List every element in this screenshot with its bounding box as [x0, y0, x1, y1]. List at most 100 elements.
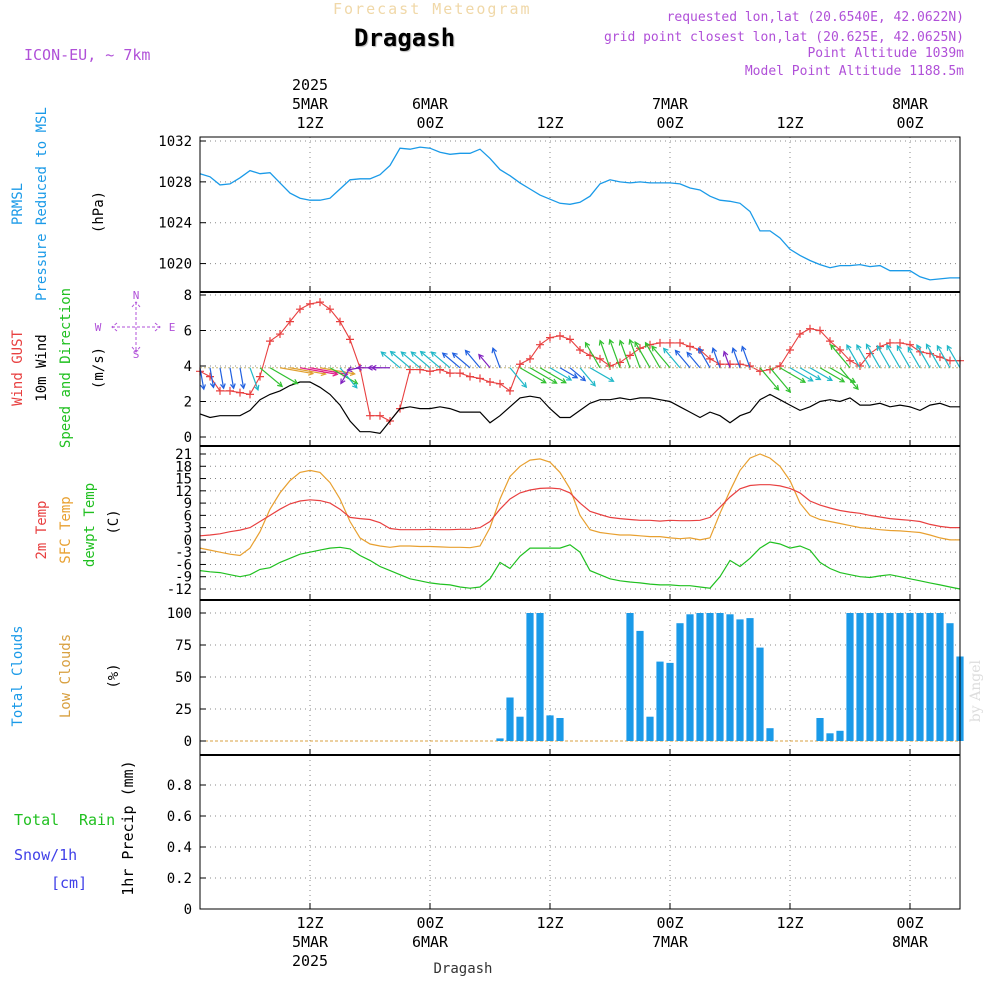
gust-marker-75 [946, 356, 954, 365]
wind-arrow-70 [886, 344, 901, 369]
wind-arrow-23 [410, 351, 431, 369]
wind-arrow-34 [539, 367, 567, 384]
gust-marker-22 [416, 365, 424, 374]
total-clouds-bar-32 [516, 716, 524, 741]
gust-marker-43 [626, 351, 634, 360]
wind-arrowhead-51 [698, 347, 704, 354]
wind-arrow-10 [299, 367, 338, 375]
precip-label-snow: Snow/1h [14, 846, 77, 864]
gust-marker-21 [406, 365, 414, 374]
wind-label-speed: 10m Wind [34, 334, 50, 401]
total-clouds-bar-35 [546, 715, 554, 741]
wind-ytick-label-3: 6 [184, 324, 192, 340]
clouds-ytick-label-3: 75 [175, 638, 192, 654]
wind-arrowhead-14 [351, 382, 358, 389]
temp-ytick-label-0: -12 [167, 582, 192, 598]
gust-marker-10 [296, 305, 304, 314]
grid-point-coords: grid point closest lon,lat (20.625E, 42.… [603, 30, 964, 45]
wind-arrowhead-57 [785, 386, 792, 393]
gust-marker-17 [366, 411, 374, 420]
point-altitude: Point Altitude 1039m [807, 46, 964, 61]
wind-ytick-label-2: 4 [184, 359, 192, 375]
wind-arrowhead-19 [370, 364, 377, 371]
top-time-label-1-1: 00Z [416, 114, 443, 132]
total-clouds-bar-36 [556, 718, 564, 741]
total-clouds-bar-67 [866, 613, 874, 741]
temp-label-sfc: SFC Temp [58, 496, 74, 563]
wind-arrow-39 [589, 367, 614, 382]
total-clouds-bar-55 [746, 618, 754, 741]
gust-marker-51 [706, 354, 714, 363]
pressure-frame [199, 136, 961, 293]
wind-arrow-54 [732, 348, 741, 368]
wind-arrowhead-59 [807, 376, 814, 382]
total-clouds-bar-56 [756, 647, 764, 741]
wind-arrowhead-20 [380, 351, 387, 357]
location-title: Dragash [354, 24, 456, 52]
precip-label-total: Total [14, 811, 59, 829]
wind-arrowhead-35 [566, 375, 573, 381]
wind-arrow-50 [686, 352, 701, 369]
top-time-label-3-0: 7MAR [652, 95, 689, 113]
bottom-time-label-0-1: 5MAR [292, 933, 329, 951]
top-time-label-4-0: 12Z [776, 114, 803, 132]
temp-ytick-label-7: 9 [184, 496, 192, 512]
wind-arrow-30 [492, 348, 501, 368]
bottom-time-label-0-0: 12Z [296, 914, 323, 932]
wind-arrow-73 [916, 344, 931, 369]
gust-marker-18 [376, 411, 384, 420]
compass-e: E [169, 321, 176, 334]
temp-ytick-label-10: 18 [175, 459, 192, 475]
gust-marker-41 [606, 362, 614, 370]
wind-label-gust: Wind GUST [10, 330, 26, 406]
top-time-label-5-1: 00Z [896, 114, 923, 132]
gust-marker-37 [566, 335, 574, 344]
precip-ytick-label-3: 0.6 [167, 809, 192, 825]
wind-arrow-32 [519, 367, 547, 384]
gust-marker-64 [836, 346, 844, 355]
wind-arrow-44 [629, 339, 641, 368]
gust-marker-30 [496, 379, 504, 388]
gust-marker-1 [206, 372, 214, 381]
wind-arrow-9 [289, 367, 326, 375]
wind-arrowhead-13 [352, 378, 359, 385]
total-clouds-bar-52 [716, 613, 724, 741]
wind-arrow-61 [809, 367, 833, 381]
precip-unit: 1hr Precip (mm) [119, 760, 137, 895]
wind-arrow-12 [319, 367, 355, 375]
gust-marker-62 [816, 326, 824, 335]
wind-arrow-74 [925, 344, 941, 369]
temp-ytick-label-6: 6 [184, 508, 192, 524]
wind-arrowhead-27 [451, 352, 458, 359]
temp-ytick-label-4: 0 [184, 533, 192, 549]
temp-label-2m: 2m Temp [34, 500, 50, 559]
wind-arrow-68 [865, 344, 881, 369]
wind-arrow-45 [634, 341, 651, 369]
data-layer [196, 146, 964, 742]
gust-marker-23 [426, 367, 434, 376]
gust-marker-74 [936, 353, 944, 362]
bottom-time-label-5-0: 00Z [896, 914, 923, 932]
pressure-label-2: Pressure Reduced to MSL [34, 107, 50, 301]
grid-layer [200, 137, 960, 910]
wind-ytick-label-1: 2 [184, 395, 192, 411]
wind-arrowhead-30 [491, 347, 497, 354]
wind-arrow-60 [799, 367, 821, 381]
gust-marker-31 [506, 386, 514, 395]
total-clouds-bar-51 [706, 613, 714, 741]
sfc-temp-line [199, 453, 960, 557]
wind-arrowhead-15 [340, 378, 346, 385]
compass-n: N [133, 289, 140, 302]
wind-arrow-66 [846, 344, 861, 369]
total-clouds-bar-50 [696, 613, 704, 741]
gust-marker-9 [286, 317, 294, 326]
wind-arrow-75 [936, 345, 951, 369]
wind-arrowhead-18 [366, 364, 373, 371]
total-clouds-bar-46 [656, 661, 664, 741]
wind-arrowhead-16 [346, 366, 353, 373]
pressure-ytick-label-2: 1028 [158, 175, 192, 191]
wind-unit: (m/s) [91, 347, 107, 389]
wind-arrowhead-40 [584, 341, 591, 348]
total-clouds-bar-54 [736, 619, 744, 741]
